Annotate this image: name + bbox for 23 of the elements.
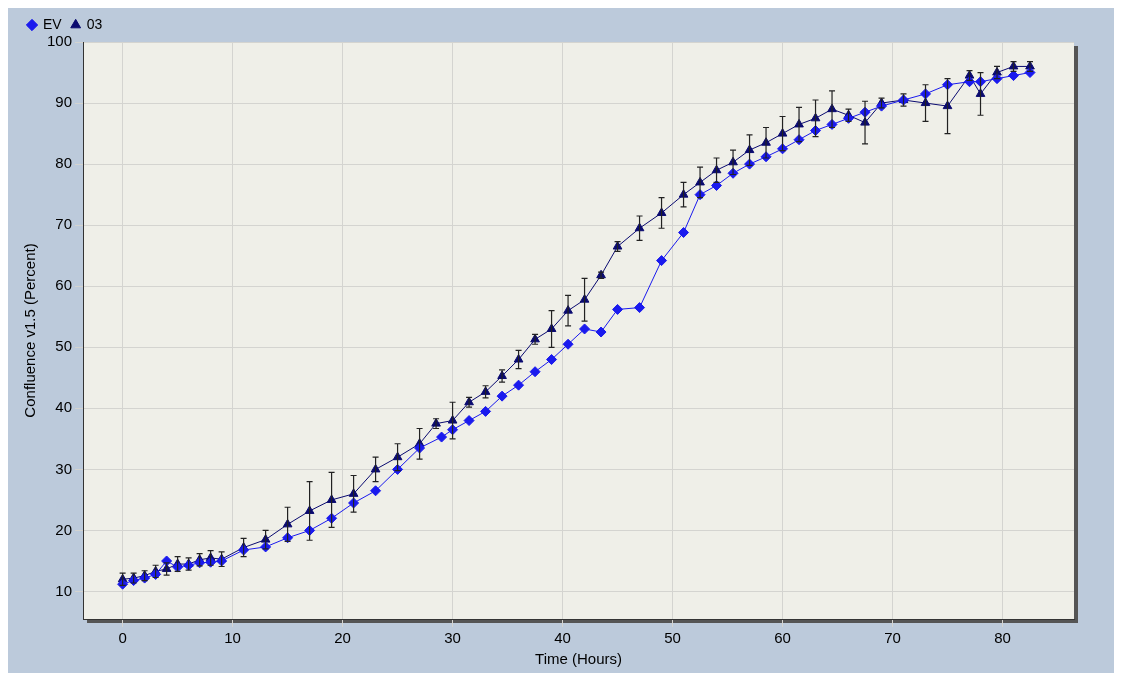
x-tick-label: 80: [994, 629, 1011, 647]
y-tick-label: 70: [55, 215, 73, 233]
x-tick-label: 70: [884, 629, 901, 647]
y-tick-label: 20: [55, 520, 73, 538]
x-axis-title: Time (Hours): [535, 650, 622, 668]
y-tick-label: 90: [55, 93, 73, 111]
x-tick-label: 30: [444, 629, 461, 647]
x-tick-label: 20: [334, 629, 351, 647]
y-tick-label: 40: [55, 398, 73, 416]
x-tick-label: 10: [224, 629, 241, 647]
y-tick-label: 100: [47, 32, 73, 50]
x-tick-label: 60: [774, 629, 791, 647]
legend-label: 03: [86, 15, 103, 32]
x-tick-label: 40: [554, 629, 571, 647]
y-tick-label: 30: [55, 459, 73, 477]
y-tick-label: 60: [55, 276, 73, 294]
x-tick-label: 0: [118, 629, 127, 647]
legend-label: EV: [43, 15, 63, 32]
y-tick-label: 80: [55, 154, 73, 172]
y-axis-title: Confluence v1.5 (Percent): [21, 243, 39, 418]
x-tick-label: 50: [664, 629, 681, 647]
y-tick-label: 50: [55, 337, 73, 355]
y-tick-label: 10: [55, 581, 73, 599]
